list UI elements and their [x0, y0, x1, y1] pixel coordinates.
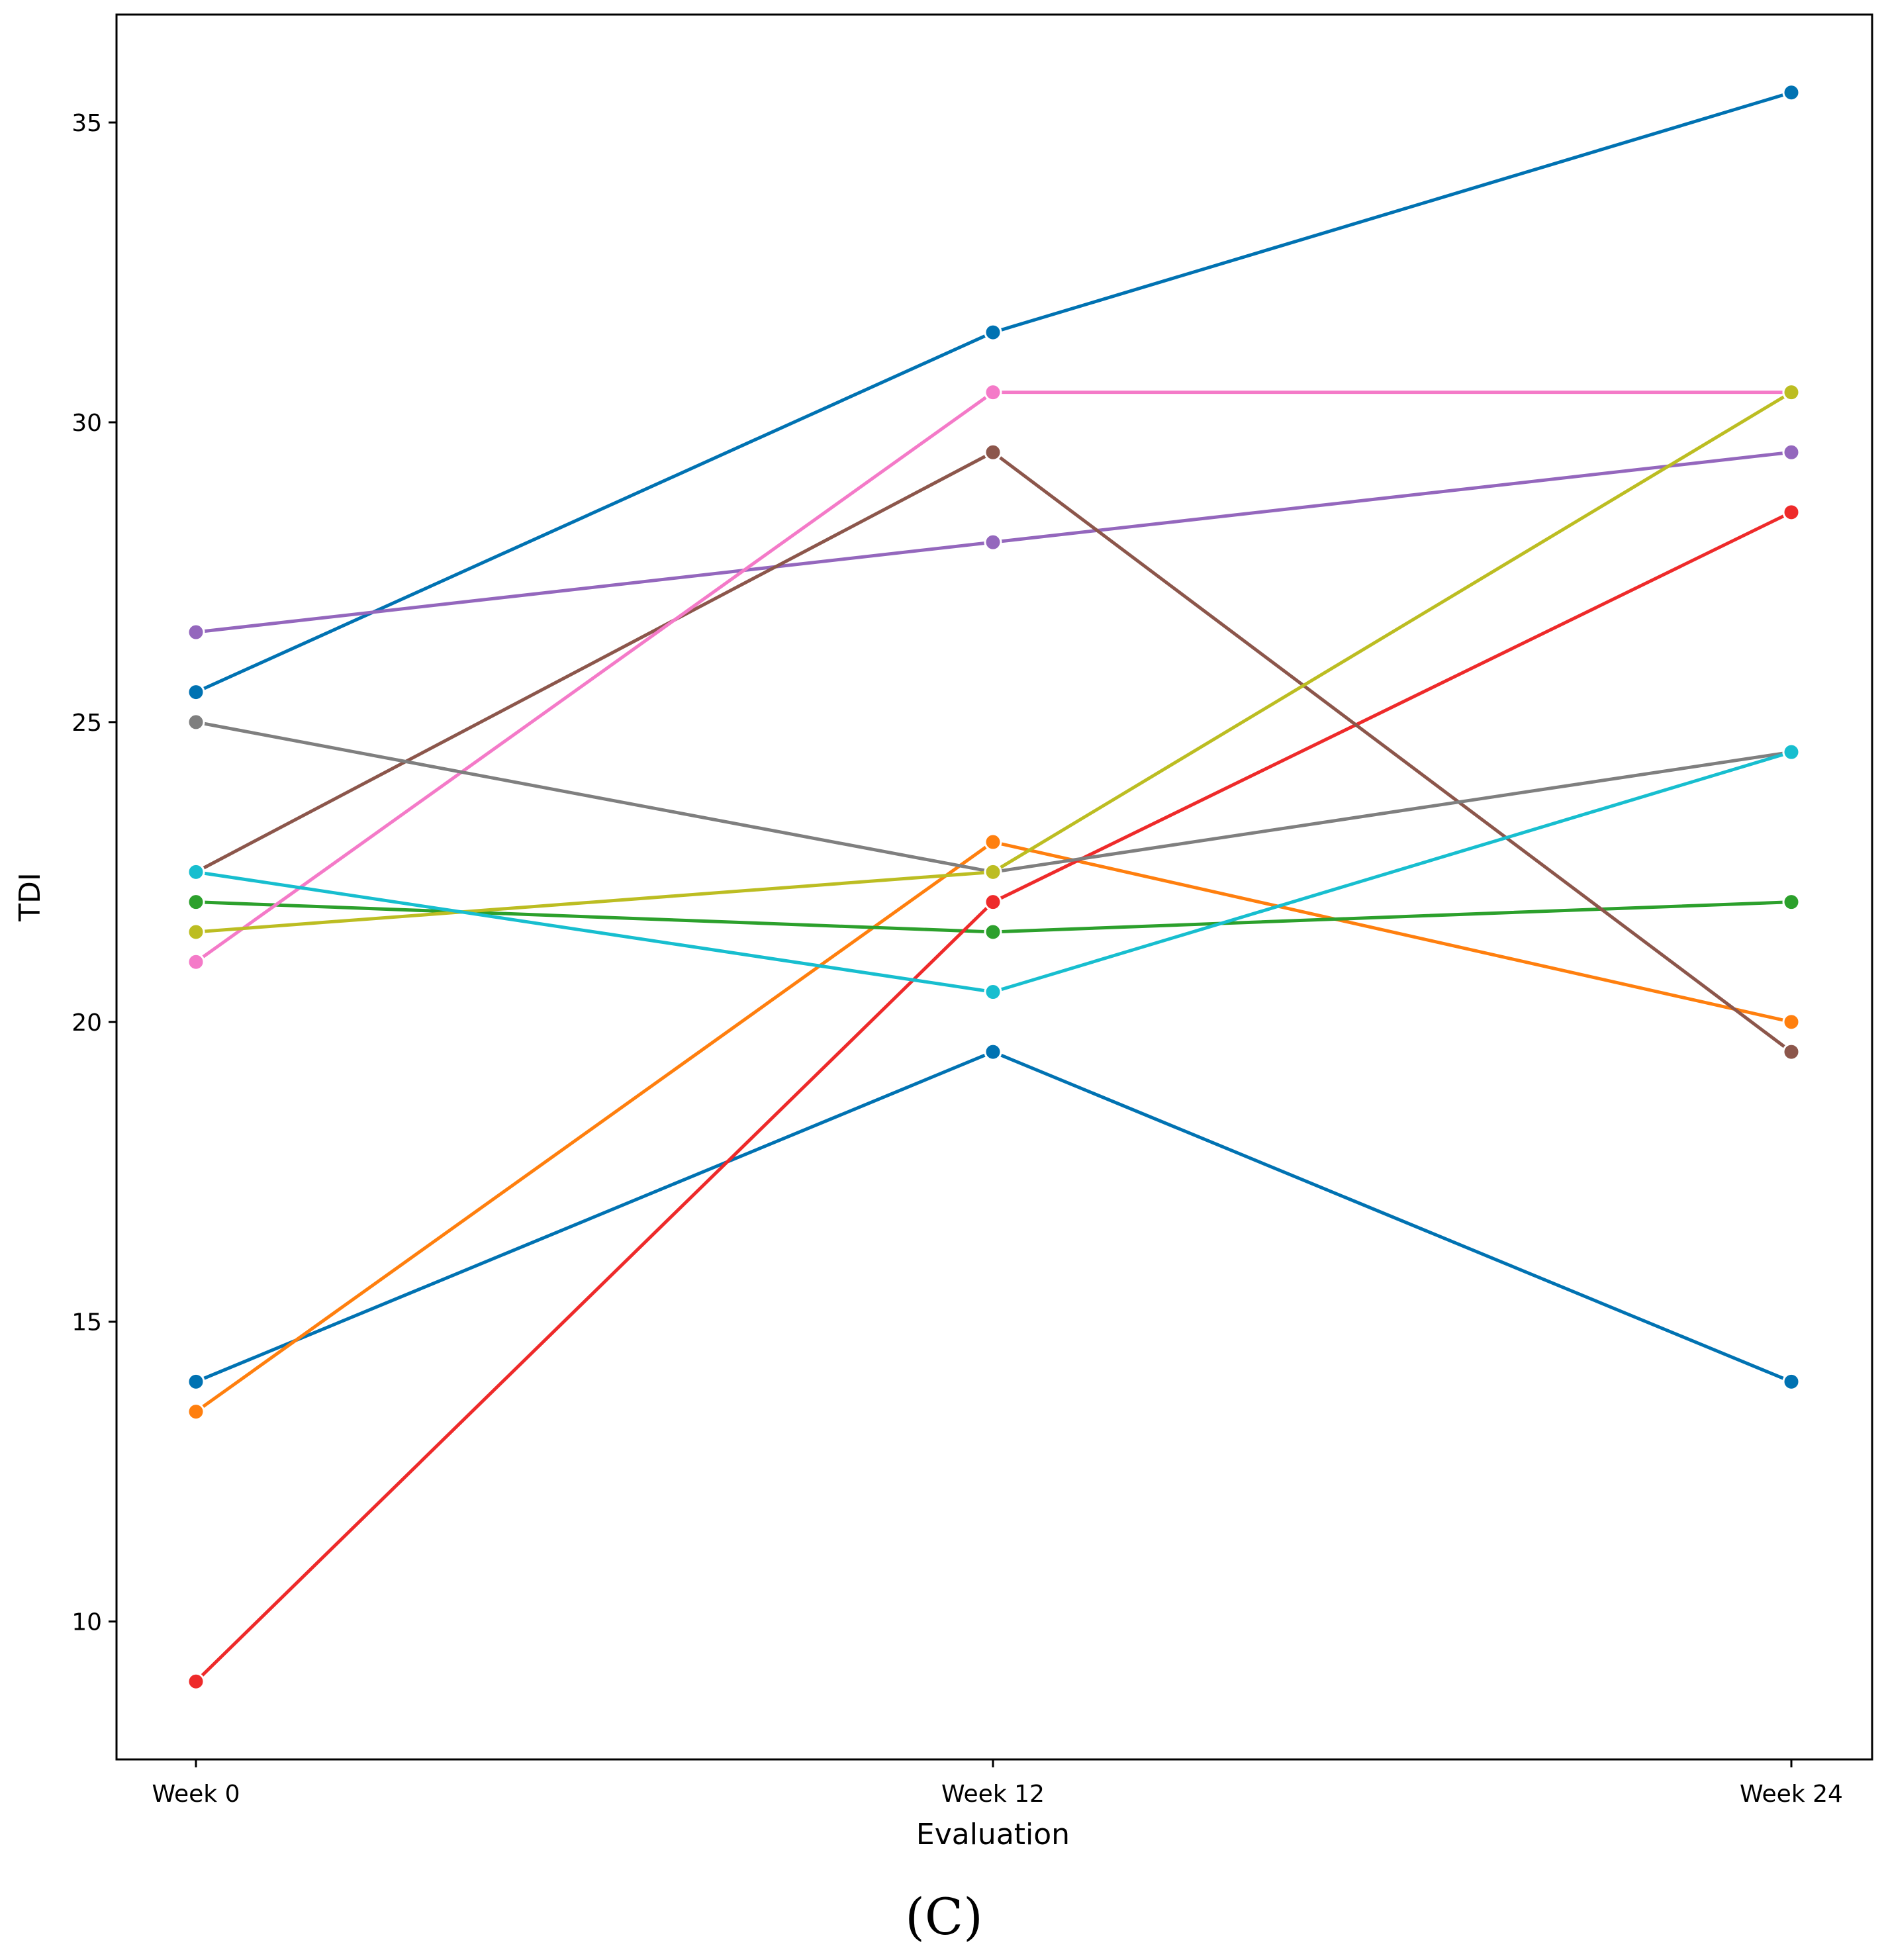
- series-3-point: [1782, 1013, 1801, 1031]
- series-4-point: [984, 923, 1002, 941]
- series-markers: [187, 83, 1801, 1691]
- series-7-point: [984, 443, 1002, 461]
- x-axis-label: Evaluation: [916, 1818, 1070, 1851]
- series-1-point: [984, 323, 1002, 342]
- series-6-point: [187, 623, 205, 641]
- series-6-point: [1782, 443, 1801, 461]
- series-9-point: [187, 713, 205, 731]
- y-axis-label: TDI: [13, 872, 47, 922]
- series-5-point: [1782, 503, 1801, 522]
- x-tick-label: Week 24: [1740, 1781, 1843, 1808]
- panel-label: (C): [905, 1887, 982, 1946]
- series-5-point: [187, 1672, 205, 1691]
- series-7-point: [1782, 1043, 1801, 1061]
- series-line-5: [194, 510, 1793, 1683]
- series-1-point: [187, 683, 205, 702]
- series-3-point: [187, 1403, 205, 1421]
- series-5-point: [984, 893, 1002, 911]
- y-tick-label: 20: [71, 1009, 102, 1037]
- series-6-point: [984, 533, 1002, 551]
- series-11-point: [1782, 743, 1801, 761]
- series-10-point: [187, 923, 205, 941]
- series-line-10: [194, 391, 1793, 934]
- series-2-point: [187, 1372, 205, 1391]
- series-8-point: [984, 383, 1002, 402]
- x-tick-label: Week 0: [152, 1781, 240, 1808]
- y-tick-label: 25: [71, 710, 102, 737]
- series-2-point: [1782, 1372, 1801, 1391]
- series-line-2: [194, 1050, 1793, 1383]
- series-4-point: [187, 893, 205, 911]
- y-tick-label: 35: [71, 110, 102, 137]
- y-tick-label: 10: [71, 1609, 102, 1636]
- series-3-point: [984, 833, 1002, 851]
- series-1-point: [1782, 83, 1801, 102]
- x-tick-label: Week 12: [941, 1781, 1045, 1808]
- series-11-point: [187, 863, 205, 881]
- y-tick-label: 15: [71, 1309, 102, 1336]
- y-tick-label: 30: [71, 410, 102, 437]
- series-11-point: [984, 983, 1002, 1002]
- plot-frame: [115, 13, 1873, 1761]
- series-4-point: [1782, 893, 1801, 911]
- series-8-point: [187, 953, 205, 971]
- series-10-point: [984, 863, 1002, 881]
- series-10-point: [1782, 383, 1801, 402]
- y-axis-ticks: 10 15 20 25 30 35: [71, 110, 117, 1636]
- x-axis-ticks: Week 0 Week 12 Week 24: [152, 1759, 1843, 1808]
- series-2-point: [984, 1043, 1002, 1061]
